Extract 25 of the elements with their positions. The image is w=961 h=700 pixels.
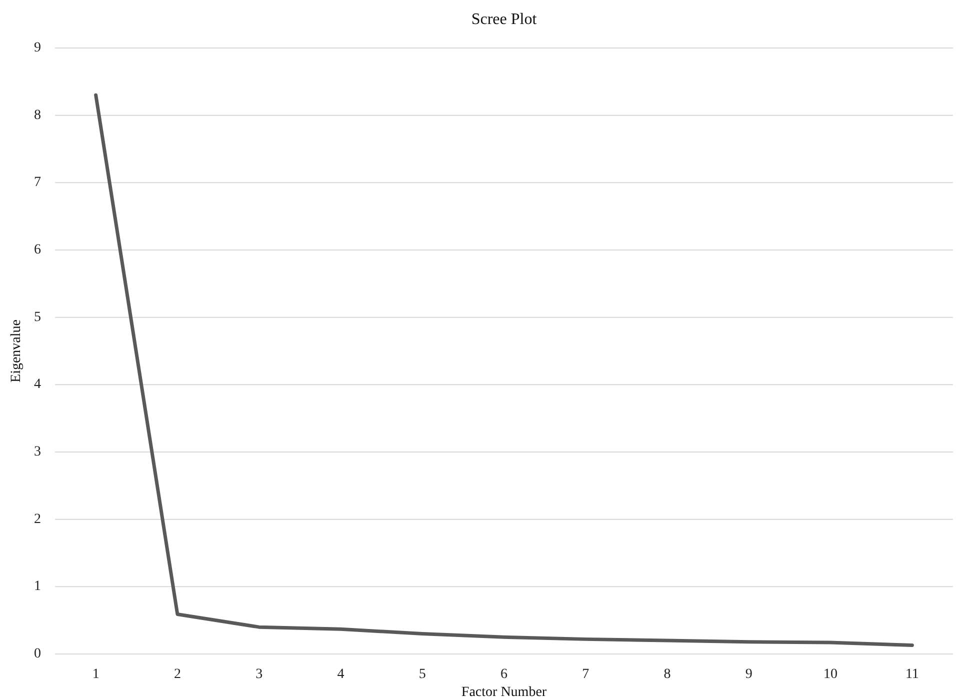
y-tick-label: 8 [34, 108, 41, 123]
x-tick-label: 3 [256, 667, 263, 682]
y-tick-label: 6 [34, 242, 41, 258]
y-tick-label: 3 [34, 444, 41, 460]
y-axis-title: Eigenvalue [9, 320, 24, 382]
line-series [94, 93, 914, 647]
x-tick-label: 11 [905, 667, 919, 682]
y-tick-label: 9 [34, 40, 41, 56]
y-tick-label: 1 [34, 579, 41, 594]
y-tick-label: 0 [34, 646, 41, 662]
x-tick-label: 7 [582, 667, 590, 682]
x-axis-title: Factor Number [461, 685, 547, 700]
x-tick-label: 1 [92, 667, 100, 682]
x-tick-label: 6 [500, 667, 508, 682]
chart-title: Scree Plot [471, 11, 538, 28]
x-tick-label: 10 [824, 667, 838, 682]
y-tick-label: 4 [34, 377, 41, 392]
x-tick-label: 9 [745, 667, 752, 682]
x-tick-label: 8 [664, 667, 671, 682]
y-tick-label: 2 [34, 512, 41, 527]
y-tick-label: 7 [34, 175, 41, 190]
x-tick-label: 4 [337, 667, 344, 682]
x-tick-label: 5 [418, 667, 426, 682]
x-tick-label: 2 [174, 667, 181, 682]
y-tick-label: 5 [34, 310, 41, 325]
